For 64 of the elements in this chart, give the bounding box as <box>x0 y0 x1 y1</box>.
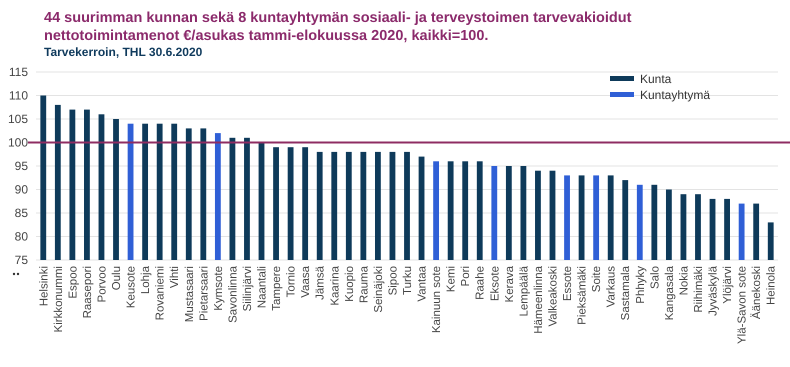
x-tick-label: Ylöjärvi <box>722 266 734 304</box>
x-tick-label: Pori <box>460 266 472 286</box>
y-tick-label: 85 <box>14 206 28 220</box>
x-tick-label: Eksote <box>489 266 502 302</box>
x-tick-label: Kirkkonummi <box>52 266 65 332</box>
x-tick-label: Pieksämäki <box>576 266 589 325</box>
x-tick-label: Lohja <box>140 265 152 294</box>
x-tick-label: Vaasa <box>300 265 312 298</box>
x-tick-label: Raasepori <box>82 266 94 318</box>
x-tick-label: Porvoo <box>96 266 108 302</box>
x-tick-label: Helsinki <box>38 266 50 306</box>
x-tick-label: Essote <box>562 266 574 302</box>
x-tick-label: Phhyky <box>634 266 647 304</box>
y-tick-label: 80 <box>14 230 28 244</box>
x-tick-label: Espoo <box>67 266 80 299</box>
x-tick-label: Rovaniemi <box>154 266 167 320</box>
x-tick-label: Jämsä <box>314 265 327 300</box>
y-tick-label: 75 <box>14 253 28 268</box>
x-tick-label: Sipoo <box>387 266 400 296</box>
x-tick-label: Rauma <box>358 265 370 304</box>
x-tick-label: Äänekoski <box>750 266 764 320</box>
x-tick-label: Varkaus <box>606 266 618 308</box>
x-tick-label: Siilinjärvi <box>242 266 254 312</box>
x-tick-label: Salo <box>649 266 662 290</box>
x-tick-label: Soite <box>591 266 604 292</box>
x-tick-label: Heinola <box>766 265 778 305</box>
x-tick-label: Kainuun sote <box>431 266 444 334</box>
x-tick-label: Mustasaari <box>184 266 196 322</box>
x-tick-label: Vihti <box>169 266 182 288</box>
legend-label: Kunta <box>640 72 672 86</box>
x-tick-label: Valkeakoski <box>547 266 560 327</box>
x-tick-label: Kymsote <box>212 266 225 311</box>
x-tick-label: Seinäjoki <box>372 266 385 313</box>
legend-label: Kuntayhtymä <box>640 88 710 102</box>
x-tick-label: Naantali <box>256 266 269 308</box>
x-tick-label: Savonlinna <box>227 265 240 323</box>
x-tick-label: Kangasala <box>664 265 676 320</box>
x-tick-label: Pietarsaari <box>198 266 210 321</box>
y-tick-label: 110 <box>8 88 28 103</box>
x-tick-label: Vantaa <box>416 265 429 302</box>
x-tick-label: Ylä-Savon sote <box>736 266 749 344</box>
x-tick-label: Sastamala <box>620 265 632 320</box>
x-tick-label: Jyväskylä <box>708 265 720 316</box>
x-tick-label: Kerava <box>504 265 516 302</box>
x-tick-label: Oulu <box>111 266 124 290</box>
y-tick-label: 105 <box>8 112 28 126</box>
x-tick-label: Tornio <box>286 266 298 298</box>
y-tick-label: 115 <box>8 65 28 80</box>
x-tick-label: Kuopio <box>344 266 356 302</box>
y-tick-label: 100 <box>8 136 28 150</box>
x-tick-label: Kemi <box>446 266 458 292</box>
chart-title: 44 suurimman kunnan sekä 8 kuntayhtymän sosiaali- ja terveystoimen tarvevakioidut nettotoimintamenot €/asukas tammi-elokuussa 2020, kaikki=100. <box>44 10 632 44</box>
x-tick-label: Keusote <box>126 266 138 308</box>
x-tick-label: Tampere <box>271 266 284 311</box>
x-tick-label: Turku <box>402 266 414 295</box>
y-tick-label: 90 <box>14 182 28 197</box>
x-tick-label: Nokia <box>678 265 690 296</box>
y-tick-label: 95 <box>14 159 28 174</box>
x-tick-label: Riihimäki <box>692 266 705 313</box>
x-tick-label: Kaarina <box>329 265 342 306</box>
chart-subtitle: Tarvekerroin, THL 30.6.2020 <box>44 45 203 59</box>
x-tick-label: Lempäälä <box>518 265 530 317</box>
x-tick-label: Hämeenlinna <box>532 265 545 334</box>
x-tick-label: Raahe <box>474 266 487 300</box>
